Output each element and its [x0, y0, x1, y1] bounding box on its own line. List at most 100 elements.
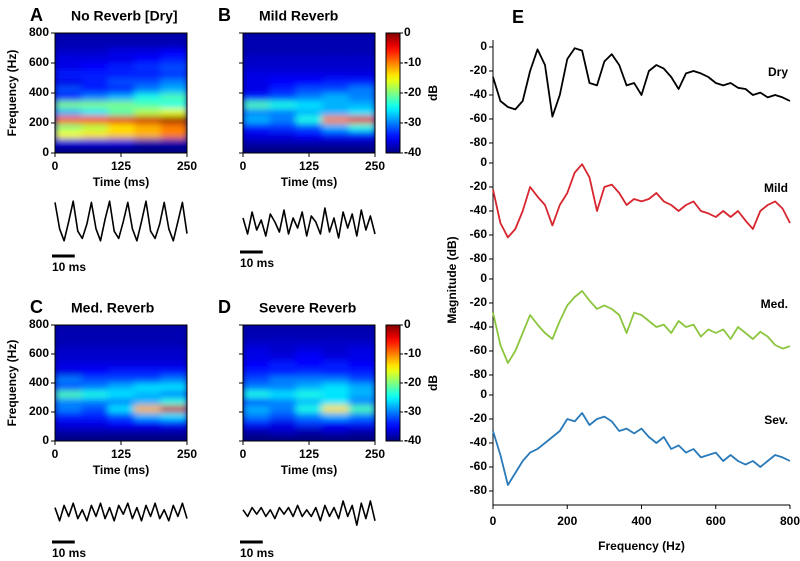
heat-cell [295, 100, 323, 109]
heat-cell [295, 93, 323, 102]
x-tick-label: 125 [299, 447, 319, 461]
heat-cell [81, 346, 109, 355]
heat-cell [269, 397, 297, 406]
heat-cell [322, 48, 350, 57]
x-tick-label: 600 [706, 514, 726, 528]
colorbar-tick-label: -40 [404, 433, 422, 447]
heat-cell [348, 412, 375, 420]
heat-cell [348, 419, 375, 428]
heat-cell [243, 63, 270, 72]
heat-cell [134, 70, 162, 79]
heat-cell [107, 346, 135, 355]
heat-cell [243, 419, 270, 428]
heat-cell [243, 78, 270, 87]
heat-cell [322, 361, 350, 370]
heat-cell [81, 145, 109, 153]
heat-cell [81, 404, 109, 413]
waveform-line [242, 207, 376, 239]
heat-cell [269, 390, 297, 399]
y-tick-label: 0 [480, 155, 487, 169]
heat-cell [322, 404, 350, 413]
heat-cell [81, 332, 109, 341]
heat-cell [322, 130, 350, 139]
heat-cell [269, 412, 297, 420]
heat-cell [348, 48, 375, 57]
heat-cell [269, 426, 297, 435]
heat-cell [348, 346, 375, 355]
heat-cell [81, 397, 109, 406]
heat-cell [81, 325, 109, 333]
x-tick-label: 125 [111, 159, 131, 173]
heat-cell [322, 33, 350, 42]
heat-cell [295, 412, 323, 420]
heat-cell [322, 332, 350, 341]
heat-cell [269, 375, 297, 384]
heat-cell [55, 368, 82, 377]
heat-cell [243, 325, 270, 333]
heat-cell [243, 412, 270, 420]
heat-cell [160, 375, 187, 384]
heat-cell [322, 346, 350, 355]
heat-cell [295, 368, 323, 377]
heat-cell [134, 346, 162, 355]
heat-cell [269, 138, 297, 147]
scale-bar-label: 10 ms [240, 546, 274, 560]
y-tick-label: 0 [480, 271, 487, 285]
heat-cell [348, 55, 375, 64]
y-tick-label: -20 [470, 411, 488, 425]
heat-cell [243, 404, 270, 413]
heat-cell [295, 361, 323, 370]
heat-cell [107, 397, 135, 406]
heat-cell [107, 390, 135, 399]
heat-cell [269, 332, 297, 341]
heat-cell [243, 55, 270, 64]
heat-cell [295, 426, 323, 435]
heat-cell [269, 433, 297, 441]
heat-cell [134, 375, 162, 384]
heat-cell [269, 145, 297, 153]
heat-cell [55, 55, 82, 64]
heat-cell [107, 138, 135, 147]
heat-cell [348, 33, 375, 42]
heat-cell [81, 55, 109, 64]
x-tick-label: 400 [631, 514, 651, 528]
heat-cell [134, 115, 162, 124]
y-tick-label: -60 [470, 227, 488, 241]
x-axis-label: Time (ms) [93, 463, 149, 477]
heat-cell [243, 339, 270, 348]
heat-cell [107, 426, 135, 435]
heat-cell [134, 332, 162, 341]
heat-cell [322, 426, 350, 435]
x-axis-label: Time (ms) [281, 175, 337, 189]
heat-cell [134, 78, 162, 87]
heat-cell [134, 40, 162, 49]
heat-cell [295, 433, 323, 441]
heat-cell [243, 130, 270, 139]
heat-cell [160, 339, 187, 348]
heat-cell [134, 100, 162, 109]
heat-cell [81, 375, 109, 384]
heat-cell [243, 332, 270, 341]
heat-cell [348, 100, 375, 109]
heat-cell [269, 115, 297, 124]
x-tick-label: 250 [365, 447, 385, 461]
colorbar-tick-label: -30 [404, 404, 422, 418]
heat-cell [55, 339, 82, 348]
heat-cell [322, 339, 350, 348]
y-tick-label: -40 [470, 87, 488, 101]
heat-cell [269, 85, 297, 94]
heat-cell [295, 346, 323, 355]
series-label: Dry [768, 65, 788, 79]
heat-cell [269, 55, 297, 64]
heat-cell [134, 108, 162, 117]
heat-cell [81, 361, 109, 370]
y-tick-label: 0 [480, 387, 487, 401]
heat-cell [55, 78, 82, 87]
y-axis-label: Frequency (Hz) [5, 340, 19, 427]
heat-cell [295, 130, 323, 139]
heat-cell [295, 40, 323, 49]
heat-cell [160, 332, 187, 341]
heat-cell [269, 419, 297, 428]
heat-cell [243, 361, 270, 370]
